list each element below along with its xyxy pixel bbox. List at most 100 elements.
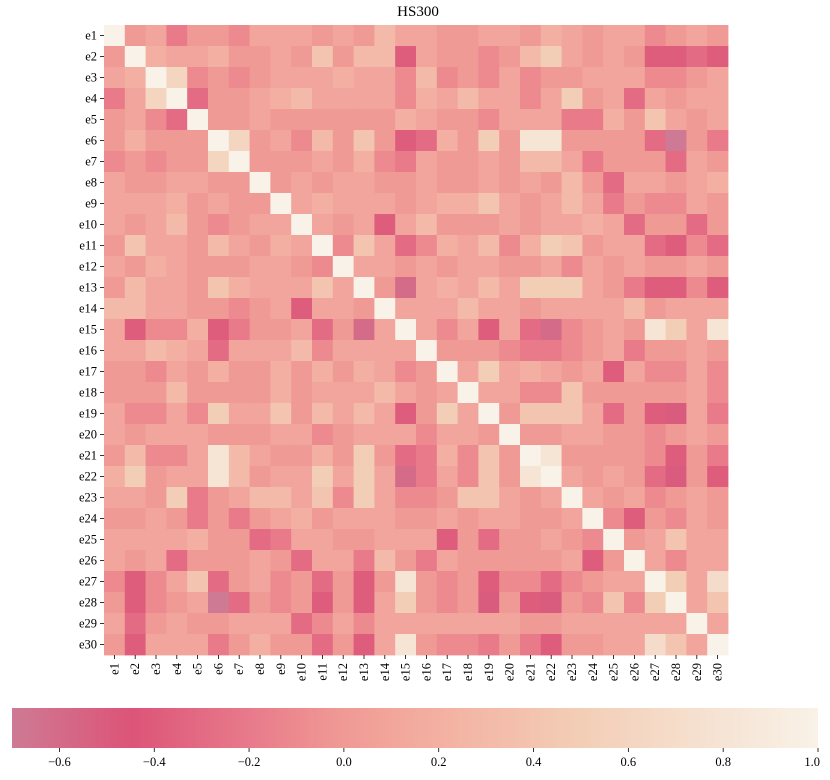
heatmap-cell (603, 319, 625, 341)
heatmap-cell (478, 403, 500, 425)
heatmap-cell (478, 277, 500, 299)
heatmap-cell (686, 487, 708, 509)
heatmap-cell (166, 508, 188, 530)
heatmap-cell (416, 592, 438, 614)
heatmap-cell (603, 277, 625, 299)
heatmap-cell (249, 319, 271, 341)
heatmap-cell (291, 592, 313, 614)
heatmap-cell (603, 445, 625, 467)
heatmap-cell (208, 340, 230, 362)
heatmap-cell (707, 634, 729, 656)
heatmap-cell (249, 25, 271, 47)
heatmap-cell (249, 403, 271, 425)
heatmap-cell (582, 403, 604, 425)
heatmap-cell (228, 466, 250, 488)
heatmap-cell (353, 298, 375, 320)
heatmap-cell (582, 424, 604, 446)
heatmap-cell (187, 424, 209, 446)
heatmap-cell (436, 592, 458, 614)
heatmap-cell (457, 46, 479, 68)
heatmap-cell (374, 151, 396, 173)
column-tick-label: e4 (170, 662, 184, 675)
heatmap-cell (332, 403, 354, 425)
heatmap-cell (665, 424, 687, 446)
heatmap-cell (395, 403, 417, 425)
row-tick-label: e25 (79, 533, 97, 547)
heatmap-cell (457, 613, 479, 635)
heatmap-cell (582, 340, 604, 362)
heatmap-cell (395, 235, 417, 257)
heatmap-cell (208, 508, 230, 530)
heatmap-cell (145, 151, 167, 173)
heatmap-cell (374, 67, 396, 89)
heatmap-cell (665, 508, 687, 530)
heatmap-cell (208, 151, 230, 173)
heatmap-cell (416, 130, 438, 152)
heatmap-cell (436, 403, 458, 425)
heatmap-cell (249, 613, 271, 635)
heatmap-cell (540, 571, 562, 593)
heatmap-cell (228, 403, 250, 425)
heatmap-cell (312, 109, 334, 131)
heatmap-cell (208, 88, 230, 110)
heatmap-cell (457, 340, 479, 362)
heatmap-cell (540, 403, 562, 425)
heatmap-cell (332, 634, 354, 656)
heatmap-cell (416, 508, 438, 530)
heatmap-cell (145, 361, 167, 383)
heatmap-cell (644, 424, 666, 446)
heatmap-cell (104, 571, 126, 593)
heatmap-cell (374, 613, 396, 635)
heatmap-cell (624, 634, 646, 656)
heatmap-cell (270, 214, 292, 236)
heatmap-cell (644, 529, 666, 551)
heatmap-cell (208, 592, 230, 614)
heatmap-cell (603, 529, 625, 551)
heatmap-cell (124, 571, 146, 593)
heatmap-cell (249, 592, 271, 614)
heatmap-cell (540, 88, 562, 110)
heatmap-cell (416, 172, 438, 194)
heatmap-cell (291, 382, 313, 404)
heatmap-cell (416, 277, 438, 299)
heatmap-cell (644, 298, 666, 320)
column-tick-label: e9 (274, 663, 288, 675)
heatmap-cell (665, 529, 687, 551)
heatmap-cell (499, 25, 521, 47)
heatmap-cell (582, 25, 604, 47)
heatmap-cell (270, 109, 292, 131)
heatmap-cell (416, 403, 438, 425)
heatmap-cell (312, 382, 334, 404)
heatmap-cell (520, 214, 542, 236)
heatmap-cell (208, 214, 230, 236)
heatmap-cell (332, 319, 354, 341)
column-tick-label: e3 (149, 663, 163, 675)
heatmap-cell (187, 235, 209, 257)
heatmap-cell (332, 340, 354, 362)
heatmap-cell (208, 613, 230, 635)
heatmap-cell (686, 130, 708, 152)
heatmap-cell (436, 109, 458, 131)
row-tick-label: e17 (79, 365, 97, 379)
heatmap-cell (124, 634, 146, 656)
heatmap-cell (707, 109, 729, 131)
heatmap-cell (124, 613, 146, 635)
heatmap-cell (332, 445, 354, 467)
heatmap-cell (624, 172, 646, 194)
heatmap-cell (353, 256, 375, 278)
heatmap-cell (561, 298, 583, 320)
heatmap-cell (145, 256, 167, 278)
column-tick-label: e1 (107, 663, 121, 675)
heatmap-cell (104, 634, 126, 656)
heatmap-cell (395, 445, 417, 467)
heatmap-cell (104, 382, 126, 404)
heatmap-cell (457, 88, 479, 110)
heatmap-cell (291, 46, 313, 68)
heatmap-cell (520, 571, 542, 593)
heatmap-cell (332, 571, 354, 593)
heatmap-cell (249, 277, 271, 299)
heatmap-cell (561, 277, 583, 299)
row-tick-label: e30 (79, 638, 97, 652)
heatmap-cell (624, 277, 646, 299)
heatmap-cell (187, 403, 209, 425)
